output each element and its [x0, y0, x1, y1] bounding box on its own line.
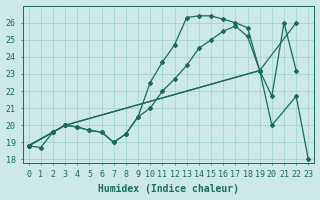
X-axis label: Humidex (Indice chaleur): Humidex (Indice chaleur) — [98, 184, 239, 194]
